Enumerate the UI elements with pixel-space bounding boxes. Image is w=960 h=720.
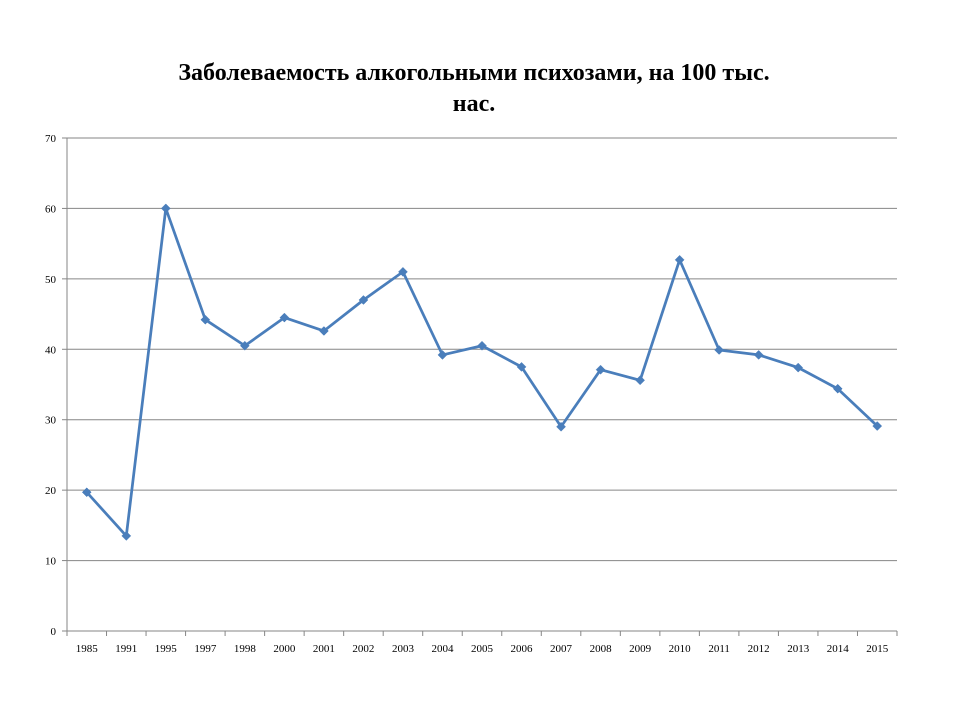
y-tick-label: 10 [45, 556, 57, 568]
data-point-marker [121, 531, 132, 541]
data-point-marker [437, 350, 448, 360]
data-point-marker [793, 362, 804, 373]
chart-title: Заболеваемость алкогольными психозами, н… [0, 58, 948, 120]
x-tick-label: 2004 [431, 643, 454, 655]
series-line [85, 207, 879, 538]
data-point-marker [240, 340, 250, 351]
data-point-marker [200, 314, 211, 325]
data-point-marker [832, 383, 843, 394]
x-tick-label: 1998 [234, 643, 257, 655]
x-tick-label: 2014 [827, 643, 850, 655]
data-point-marker [477, 340, 487, 351]
y-tick-label: 0 [51, 626, 57, 638]
y-tick-label: 50 [45, 274, 57, 286]
gridlines [67, 137, 897, 562]
x-tick-label: 2011 [708, 643, 730, 655]
chart-title-line-2: нас. [452, 91, 496, 117]
data-point-marker [635, 375, 645, 386]
series-polyline [85, 207, 879, 538]
data-point-marker [81, 487, 92, 498]
x-tick-label: 2007 [550, 643, 573, 655]
data-point-marker [674, 254, 685, 265]
x-tick-label: 2001 [313, 643, 335, 655]
data-point-marker [753, 350, 764, 360]
y-tick-label: 20 [45, 485, 57, 497]
data-point-marker [714, 345, 724, 355]
data-point-marker [279, 312, 290, 323]
x-tick-label: 2006 [511, 643, 534, 655]
axes [62, 137, 898, 636]
x-tick-label: 2013 [787, 643, 810, 655]
series-markers [81, 203, 883, 541]
x-tick-label: 2005 [471, 643, 494, 655]
data-point-marker [595, 364, 606, 375]
data-point-marker [872, 421, 883, 431]
y-tick-labels: 0 10 20 30 40 50 60 70 [45, 133, 57, 638]
x-tick-label: 1991 [115, 643, 137, 655]
data-point-marker [358, 295, 369, 305]
x-tick-label: 2015 [866, 643, 889, 655]
x-tick-label: 1997 [194, 643, 217, 655]
data-point-marker [556, 421, 566, 432]
x-tick-label: 2000 [273, 643, 296, 655]
x-tick-label: 1995 [155, 643, 178, 655]
x-tick-label: 2010 [669, 643, 692, 655]
x-tick-label: 2012 [748, 643, 770, 655]
data-point-marker [319, 326, 329, 336]
y-tick-label: 60 [45, 203, 57, 215]
data-point-marker [160, 203, 171, 214]
y-tick-label: 30 [45, 415, 57, 427]
x-tick-label: 2002 [352, 643, 374, 655]
x-tick-label: 1985 [76, 643, 99, 655]
x-tick-label: 2003 [392, 643, 415, 655]
chart-title-line-1: Заболеваемость алкогольными психозами, н… [178, 60, 770, 86]
data-point-marker [516, 362, 527, 372]
x-tick-labels: 1985 1991 1995 1997 1998 2000 2001 2002 2003 2004… [76, 643, 889, 655]
y-tick-label: 70 [45, 133, 57, 145]
data-point-marker [398, 266, 408, 277]
x-tick-label: 2008 [590, 643, 613, 655]
x-tick-label: 2009 [629, 643, 652, 655]
y-tick-label: 40 [45, 344, 57, 356]
